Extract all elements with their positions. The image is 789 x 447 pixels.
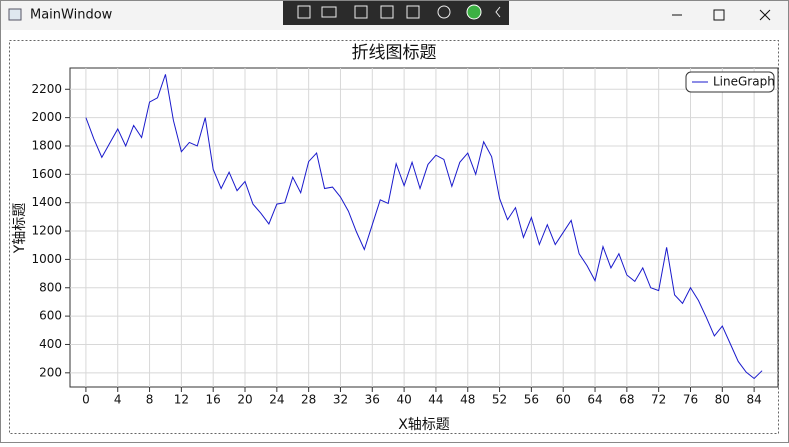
plot-area [69, 67, 779, 388]
x-tick-label: 0 [82, 393, 90, 407]
x-tick-label: 36 [365, 393, 380, 407]
x-tick-label: 16 [206, 393, 221, 407]
app-icon [8, 8, 22, 21]
x-tick-label: 44 [428, 393, 443, 407]
legend-box [685, 71, 775, 93]
y-tick-label: 800 [39, 280, 62, 294]
x-tick-label: 32 [333, 393, 348, 407]
x-tick-label: 12 [174, 393, 189, 407]
y-tick-label: 1800 [31, 138, 62, 152]
x-tick-label: 64 [587, 393, 602, 407]
chart-title: 折线图标题 [352, 43, 437, 63]
y-tick-label: 400 [39, 337, 62, 351]
line-series [85, 74, 763, 380]
x-tick-label: 8 [146, 393, 154, 407]
window-title: MainWindow [30, 8, 113, 23]
y-tick-label: 2000 [31, 110, 62, 124]
x-tick-label: 60 [556, 393, 571, 407]
x-tick-label: 76 [683, 393, 698, 407]
x-tick-label: 20 [237, 393, 252, 407]
x-axis-title: X轴标题 [398, 417, 450, 433]
x-tick-label: 28 [301, 393, 316, 407]
x-tick-label: 84 [746, 393, 761, 407]
x-tick-label: 40 [396, 393, 411, 407]
y-axis-title: Y轴标题 [12, 203, 28, 255]
x-tick-label: 24 [269, 393, 284, 407]
x-tick-label: 4 [114, 393, 122, 407]
y-tick-label: 1400 [31, 195, 62, 209]
y-tick-label: 1000 [31, 252, 62, 266]
x-tick-label: 48 [460, 393, 475, 407]
y-tick-label: 1200 [31, 224, 62, 238]
legend-label: LineGraph [713, 75, 775, 89]
toolbar-icons [297, 4, 501, 20]
x-tick-label: 52 [492, 393, 507, 407]
x-tick-label: 72 [651, 393, 666, 407]
x-tick-label: 68 [619, 393, 634, 407]
y-tick-label: 200 [39, 365, 62, 379]
y-tick-label: 600 [39, 309, 62, 323]
maximize-button[interactable] [713, 9, 725, 21]
x-tick-label: 56 [524, 393, 539, 407]
y-tick-label: 2200 [31, 82, 62, 96]
close-button[interactable] [759, 9, 771, 21]
y-tick-label: 1600 [31, 167, 62, 181]
x-tick-label: 80 [715, 393, 730, 407]
